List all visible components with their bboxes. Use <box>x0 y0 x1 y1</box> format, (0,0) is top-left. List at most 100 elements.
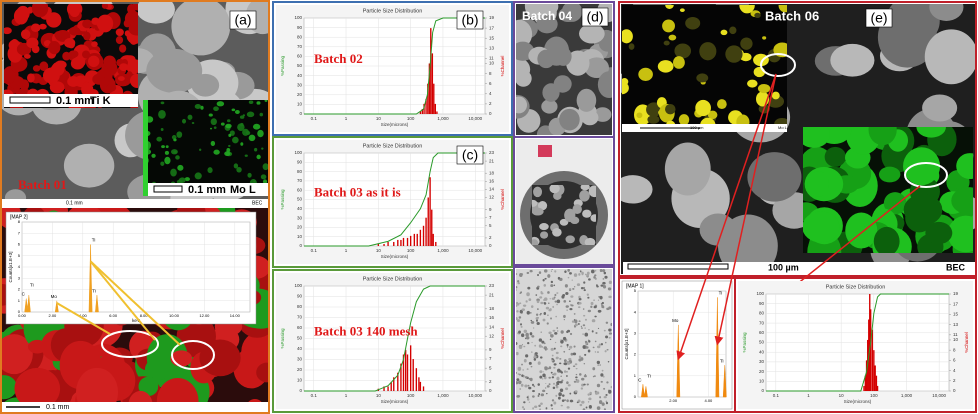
spectrum-peak <box>26 295 31 313</box>
x-tick-label: 0.1 <box>311 248 318 253</box>
particle <box>778 5 787 13</box>
particle <box>549 338 552 341</box>
particle <box>533 327 535 329</box>
particle <box>187 114 193 120</box>
y-tick-label: 80 <box>297 34 303 39</box>
particle <box>605 335 609 339</box>
panel-label: (a) <box>234 12 251 28</box>
particle <box>610 322 612 327</box>
particle <box>565 387 569 391</box>
x-tick-label: 12.00 <box>199 313 210 318</box>
particle <box>516 316 518 321</box>
panel-border <box>618 1 977 277</box>
particle <box>103 55 116 69</box>
particle <box>257 129 264 138</box>
particle <box>531 335 535 338</box>
particle <box>523 329 528 333</box>
particle <box>524 4 549 20</box>
x-tick-label: 2.00 <box>49 313 58 318</box>
panel-label: (b) <box>461 12 478 28</box>
particle <box>582 333 584 335</box>
particle <box>177 164 184 171</box>
particle <box>597 299 600 301</box>
particle <box>845 212 878 249</box>
bar <box>402 354 405 391</box>
particle <box>563 350 566 353</box>
particle <box>523 401 526 404</box>
particle <box>516 310 519 313</box>
particle <box>216 101 225 107</box>
particle <box>526 292 530 297</box>
particle <box>573 319 576 321</box>
particle <box>535 313 539 316</box>
particle <box>593 299 595 301</box>
particle <box>550 280 554 284</box>
particle <box>547 314 549 316</box>
particle <box>39 61 49 72</box>
bar <box>416 233 418 246</box>
x-tick-label: 0.00 <box>18 313 27 318</box>
particle <box>560 375 562 378</box>
particle <box>537 395 540 397</box>
y-axis-label: %Passing <box>280 328 285 349</box>
particle <box>199 339 241 377</box>
particle <box>595 331 598 335</box>
particle <box>647 115 660 124</box>
particle <box>200 105 204 110</box>
particle <box>574 326 576 329</box>
particle <box>199 148 202 151</box>
particle <box>577 306 581 309</box>
particle <box>46 12 62 28</box>
particle <box>590 269 595 274</box>
y-tick-label: 5 <box>634 288 637 293</box>
particle <box>523 345 526 348</box>
y2-tick-label: 2 <box>489 379 492 384</box>
particle <box>570 295 574 298</box>
bar <box>419 229 422 246</box>
spectrum-peak <box>54 300 59 313</box>
y-tick-label: 90 <box>297 159 303 164</box>
bar <box>402 237 405 246</box>
particle <box>578 355 582 359</box>
particle <box>117 76 125 81</box>
y2-axis-label: %Channel <box>500 328 505 349</box>
x-tick-label: 10,000 <box>932 393 946 398</box>
particle <box>550 334 552 336</box>
particle <box>532 207 544 216</box>
particle <box>668 34 677 41</box>
particle <box>579 270 582 273</box>
particle <box>587 383 589 385</box>
particle <box>565 339 568 342</box>
particle <box>555 351 559 355</box>
particle <box>531 341 533 344</box>
particle <box>607 287 612 291</box>
particle <box>596 406 601 410</box>
particle <box>569 289 572 292</box>
particle <box>590 303 593 305</box>
particle <box>533 385 536 388</box>
particle <box>589 391 592 395</box>
particle <box>747 79 758 88</box>
x-tick-label: 1 <box>807 393 810 398</box>
particle <box>542 318 546 322</box>
particle <box>547 274 551 278</box>
x-axis-label: Size(microns) <box>844 399 872 404</box>
particle <box>603 329 606 332</box>
particle <box>164 156 171 165</box>
particle <box>587 393 590 396</box>
particle <box>608 336 611 339</box>
particle <box>194 172 202 180</box>
particle <box>596 360 601 365</box>
particle <box>27 73 35 83</box>
y-tick-label: 40 <box>759 349 765 354</box>
y2-tick-label: 4 <box>489 91 492 96</box>
particle <box>587 401 590 403</box>
particle <box>175 155 180 160</box>
particle <box>608 332 612 335</box>
y2-tick-label: 7 <box>489 215 492 220</box>
particle <box>569 345 573 349</box>
particle <box>563 314 566 318</box>
peak-label: Mo <box>51 294 58 299</box>
particle <box>553 366 556 369</box>
particle <box>551 407 554 410</box>
